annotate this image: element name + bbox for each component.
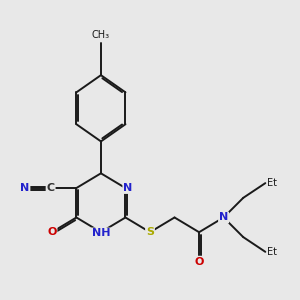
Text: CH₃: CH₃: [92, 30, 110, 40]
Text: N: N: [20, 183, 29, 193]
Text: N: N: [123, 183, 133, 193]
Text: O: O: [47, 227, 56, 237]
Text: C: C: [46, 183, 55, 193]
Text: NH: NH: [92, 228, 110, 239]
Text: Et: Et: [267, 247, 277, 257]
Text: Et: Et: [267, 178, 277, 188]
Text: N: N: [219, 212, 228, 223]
Text: O: O: [194, 256, 204, 267]
Text: S: S: [146, 227, 154, 237]
